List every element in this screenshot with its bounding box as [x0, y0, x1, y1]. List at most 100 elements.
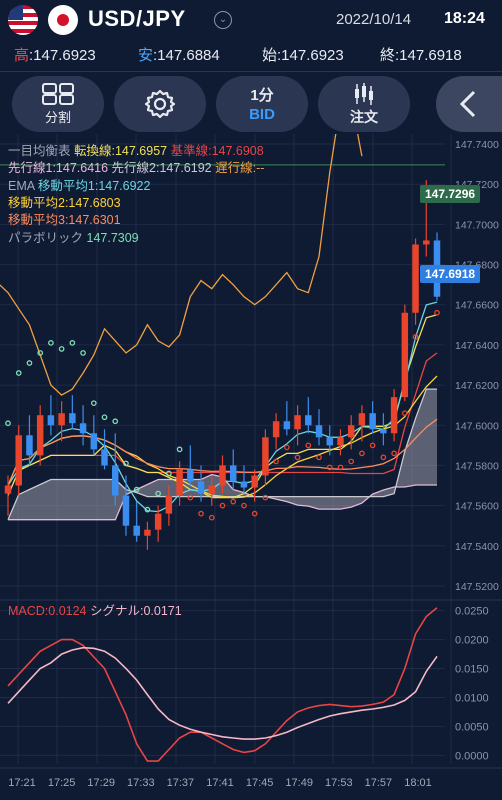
back-button[interactable]	[436, 76, 502, 132]
candle-body	[36, 415, 44, 456]
parabolic-dot	[412, 334, 419, 340]
parabolic-dot	[198, 510, 204, 517]
candle-body	[423, 240, 430, 245]
gear-icon	[144, 89, 176, 119]
currency-pair-title[interactable]: USD/JPY	[88, 6, 186, 31]
order-button[interactable]: 注文	[318, 76, 410, 132]
candle-body	[187, 469, 194, 482]
time-tick-7: 17:49	[285, 777, 313, 789]
parabolic-dot	[144, 506, 151, 513]
time-tick-5: 17:41	[206, 777, 234, 789]
low-price: 安:147.6884	[138, 47, 220, 64]
parabolic-dot	[90, 400, 97, 407]
price-tick-0: 147.7400	[455, 139, 499, 151]
candle-body	[262, 437, 269, 476]
legend-senko1: 先行線1:147.6416	[8, 161, 109, 175]
price-chart[interactable]: 147.7400147.7200147.7000147.6800147.6600…	[0, 134, 502, 800]
candle-body	[133, 525, 140, 536]
legend-ichimoku: 一目均衡表	[8, 144, 71, 158]
candle-body	[369, 413, 376, 430]
parabolic-dot	[58, 346, 65, 352]
macd-tick-0: 0.0250	[455, 606, 489, 618]
parabolic-dot	[241, 502, 247, 509]
candle-body	[219, 465, 226, 486]
legend-row-ichimoku: 一目均衡表 転換線:147.6957 基準線:147.6908	[8, 140, 264, 159]
parabolic-dot	[434, 309, 440, 316]
parabolic-dot	[337, 464, 344, 471]
macd-tick-5: 0.0000	[455, 750, 489, 762]
candle-body	[112, 465, 119, 496]
parabolic-dot	[219, 502, 226, 509]
candle-body	[90, 433, 98, 450]
legend-signal: シグナル:0.0171	[90, 604, 182, 618]
candle-body	[26, 435, 33, 456]
parabolic-dot	[48, 340, 54, 346]
candle-body	[58, 413, 65, 426]
time-tick-8: 17:53	[325, 777, 353, 789]
parabolic-dot	[401, 410, 408, 417]
time-label: 18:24	[444, 10, 485, 27]
time-tick-6: 17:45	[246, 777, 274, 789]
candle-body	[305, 415, 312, 426]
candle-body	[358, 413, 366, 426]
parabolic-dot	[294, 454, 301, 461]
macd-line	[7, 607, 438, 762]
candle-body	[347, 425, 355, 438]
price-tick-6: 147.6200	[455, 380, 499, 392]
macd-tick-4: 0.0050	[455, 721, 489, 733]
parabolic-dot	[112, 418, 119, 425]
split-label: 分割	[44, 110, 71, 125]
legend-macd: MACD:0.0124	[8, 604, 87, 618]
parabolic-dot	[273, 458, 279, 465]
settings-button[interactable]	[114, 76, 206, 132]
legend-ma2: 移動平均2:147.6803	[8, 196, 121, 210]
chevron-left-icon	[459, 90, 476, 118]
candle-body	[165, 495, 173, 514]
candle-body	[122, 495, 130, 526]
high-price: 高:147.6923	[14, 47, 96, 64]
legend-row-parabolic: パラボリック 147.7309	[8, 227, 139, 246]
time-tick-2: 17:29	[87, 777, 115, 789]
parabolic-dot	[305, 442, 312, 449]
parabolic-dot	[251, 510, 258, 517]
open-price: 始:147.6923	[262, 47, 344, 64]
legend-parabolic: パラボリック	[8, 231, 84, 245]
parabolic-dot	[5, 420, 11, 427]
pair-selector-chevron-icon[interactable]: ⌄	[214, 11, 232, 29]
candle-body	[101, 449, 108, 466]
legend-ma1: 移動平均1:147.6922	[37, 179, 151, 193]
candle-body	[412, 244, 419, 313]
macd-tick-3: 0.0100	[455, 692, 489, 704]
candle-body	[154, 513, 162, 530]
price-tick-8: 147.5800	[455, 460, 499, 472]
grid-icon	[42, 83, 74, 105]
price-tick-9: 147.5600	[455, 501, 499, 513]
parabolic-dot	[187, 494, 194, 501]
candle-body	[79, 423, 87, 434]
legend-row-macd: MACD:0.0124 シグナル:0.0171	[8, 600, 182, 619]
parabolic-dot	[101, 414, 108, 421]
close-price: 終:147.6918	[380, 47, 462, 64]
legend-row-ema: EMA 移動平均1:147.6922	[8, 175, 150, 194]
timeframe-button[interactable]: 1分 BID	[216, 76, 308, 132]
parabolic-dot	[283, 444, 290, 451]
parabolic-dot	[208, 514, 215, 521]
candle-body	[4, 485, 12, 494]
price-tick-2: 147.7000	[455, 219, 499, 231]
candle-body	[15, 435, 22, 486]
parabolic-dot	[359, 450, 365, 457]
candle-body	[197, 481, 205, 494]
time-tick-0: 17:21	[8, 777, 36, 789]
candle-body	[283, 421, 291, 430]
split-button[interactable]: 分割	[12, 76, 104, 132]
time-tick-10: 18:01	[404, 777, 432, 789]
parabolic-dot	[348, 458, 355, 465]
candle-body	[380, 429, 387, 434]
timeframe-label: 1分	[250, 87, 274, 104]
signal-line	[7, 646, 438, 740]
parabolic-dot	[262, 494, 269, 501]
candle-body	[144, 529, 151, 536]
date-label: 2022/10/14	[336, 11, 412, 28]
price-tick-5: 147.6400	[455, 340, 499, 352]
legend-chikou: 遅行線:--	[215, 161, 265, 175]
